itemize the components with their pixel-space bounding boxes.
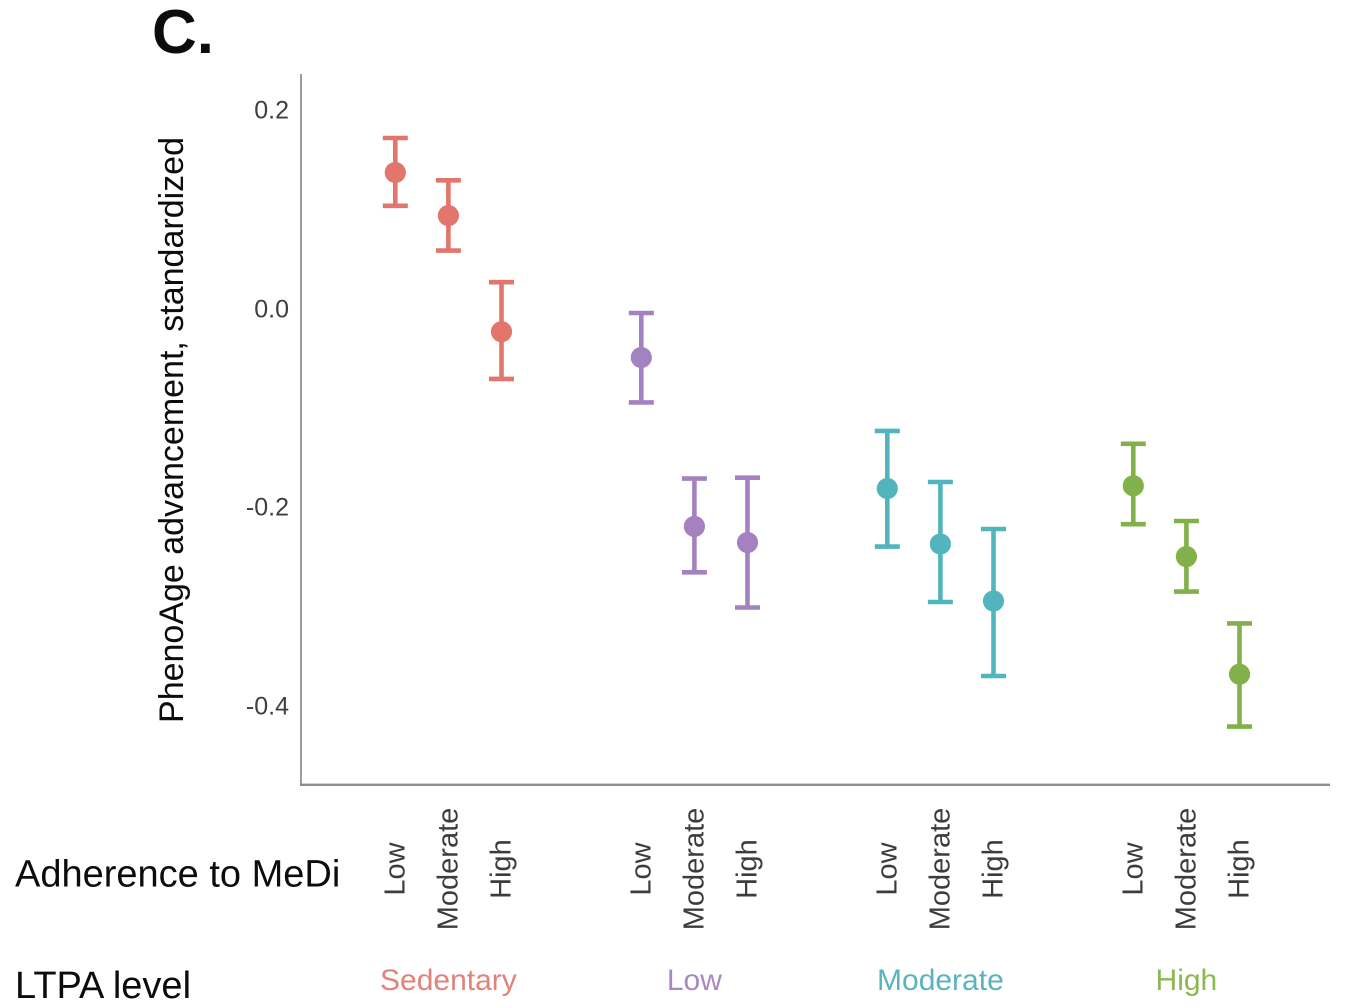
svg-text:Moderate: Moderate [1170,808,1202,931]
svg-text:Adherence to MeDi: Adherence to MeDi [15,854,340,896]
svg-text:PhenoAge advancement, standard: PhenoAge advancement, standardized [153,137,191,723]
svg-text:-0.4: -0.4 [246,692,289,720]
svg-text:Low: Low [1117,841,1149,895]
svg-text:Sedentary: Sedentary [380,964,517,997]
svg-text:Moderate: Moderate [877,964,1004,997]
svg-text:Low: Low [667,964,722,997]
svg-text:Moderate: Moderate [432,808,464,931]
svg-text:Low: Low [625,841,657,895]
svg-text:High: High [1156,964,1218,997]
svg-text:High: High [978,839,1010,899]
svg-text:High: High [486,839,518,899]
svg-text:Low: Low [379,841,411,895]
svg-text:-0.2: -0.2 [246,494,289,522]
svg-text:Moderate: Moderate [678,808,710,931]
svg-text:0.2: 0.2 [254,97,289,125]
svg-text:C.: C. [152,0,214,67]
svg-text:High: High [732,839,764,899]
svg-text:Low: Low [871,841,903,895]
svg-text:LTPA level: LTPA level [15,965,191,1007]
svg-text:High: High [1224,839,1256,899]
svg-text:Moderate: Moderate [924,808,956,931]
svg-text:0.0: 0.0 [254,295,289,323]
